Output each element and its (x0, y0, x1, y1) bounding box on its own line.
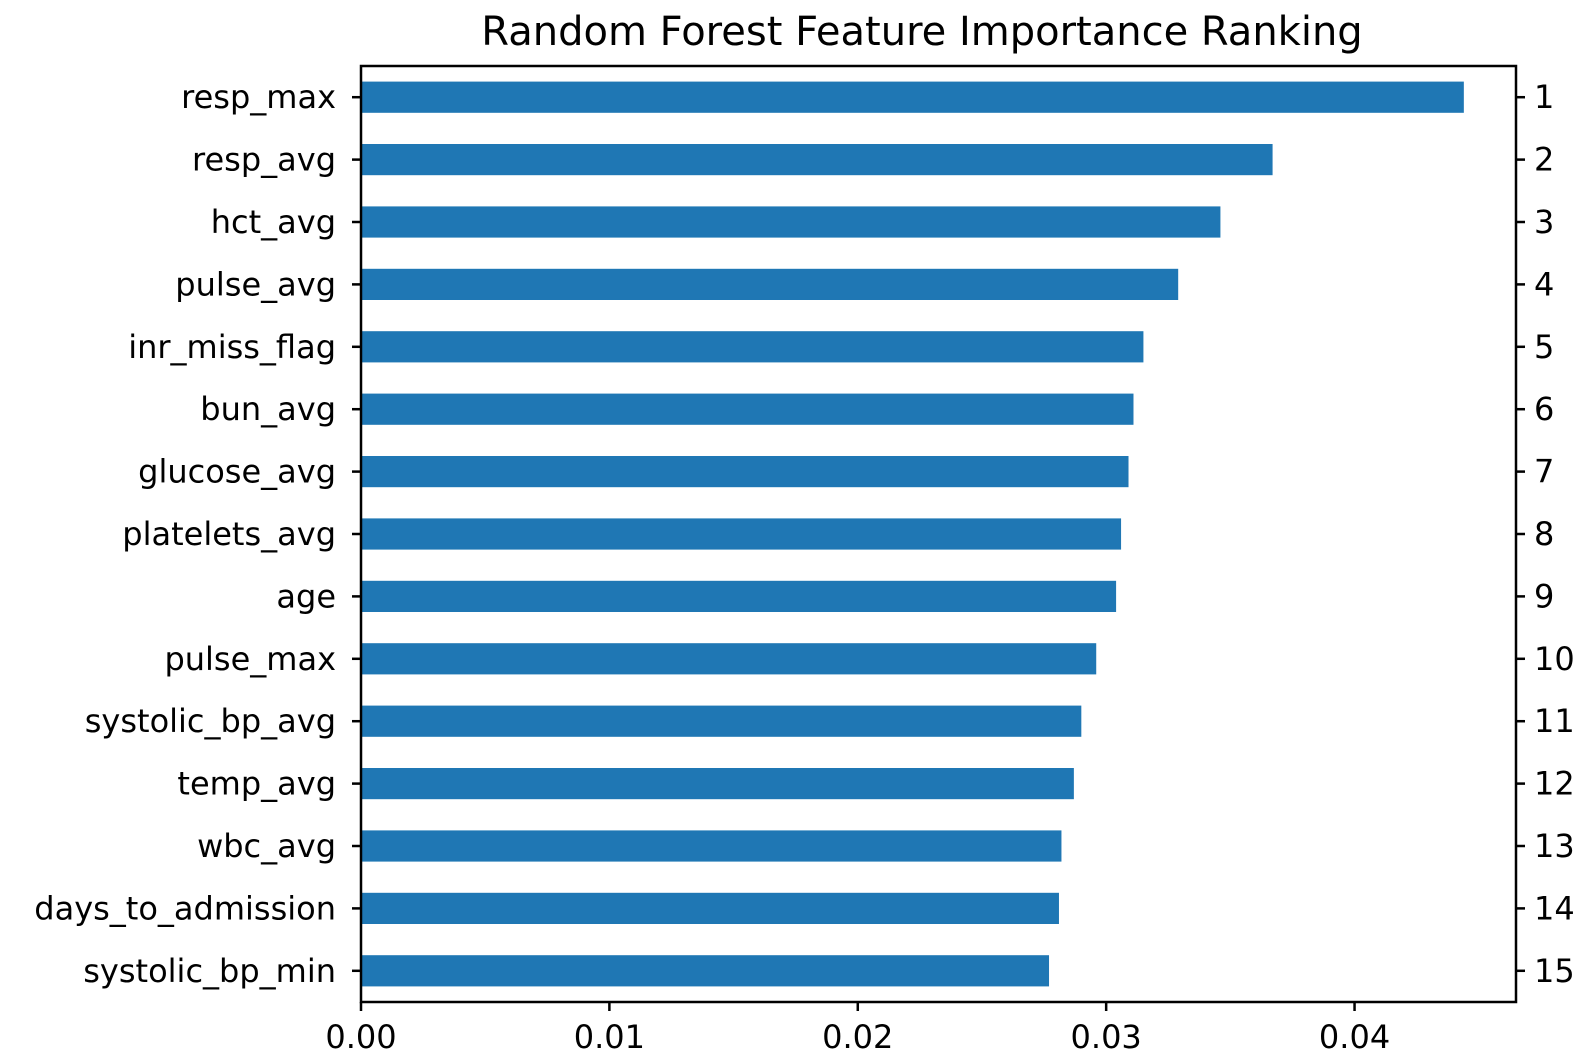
bar-resp_max (361, 81, 1464, 113)
bar-pulse_max (361, 643, 1097, 675)
y-tick-label: resp_max (181, 78, 336, 116)
rank-label: 10 (1534, 640, 1575, 678)
x-tick-label: 0.03 (1071, 1018, 1142, 1056)
y-tick-label: wbc_avg (197, 827, 336, 865)
y-tick-label: inr_miss_flag (128, 328, 336, 366)
y-tick-label: platelets_avg (122, 515, 336, 553)
y-tick-label: age (276, 577, 336, 615)
y-tick-label: pulse_avg (175, 265, 336, 303)
bar-glucose_avg (361, 456, 1129, 488)
y-tick-label: systolic_bp_min (83, 952, 336, 990)
rank-label: 15 (1534, 952, 1575, 990)
rank-label: 5 (1534, 328, 1554, 366)
rank-label: 7 (1534, 453, 1554, 491)
rank-label: 2 (1534, 141, 1554, 179)
y-tick-label: glucose_avg (138, 453, 336, 491)
rank-label: 6 (1534, 390, 1554, 428)
bar-resp_avg (361, 144, 1273, 176)
bar-pulse_avg (361, 268, 1179, 300)
x-tick-label: 0.00 (325, 1018, 396, 1056)
y-tick-label: pulse_max (164, 640, 336, 678)
bar-hct_avg (361, 206, 1221, 238)
bar-platelets_avg (361, 518, 1122, 550)
rank-label: 11 (1534, 702, 1575, 740)
y-tick-label: systolic_bp_avg (85, 702, 336, 740)
plot-frame (359, 64, 1518, 1004)
rank-label: 3 (1534, 203, 1554, 241)
bar-wbc_avg (361, 830, 1062, 862)
rank-label: 4 (1534, 265, 1554, 303)
rank-label: 9 (1534, 577, 1554, 615)
y-tick-label: bun_avg (200, 390, 336, 428)
y-tick-label: resp_avg (192, 141, 336, 179)
bars-group (361, 81, 1464, 987)
bar-age (361, 580, 1117, 612)
y-tick-label: temp_avg (177, 765, 336, 803)
y-tick-label: hct_avg (211, 203, 336, 241)
bar-bun_avg (361, 393, 1134, 425)
bar-inr_miss_flag (361, 331, 1144, 363)
rank-label: 14 (1534, 889, 1575, 927)
bar-systolic_bp_avg (361, 705, 1082, 737)
bar-temp_avg (361, 768, 1074, 800)
x-axis: 0.00 0.01 0.02 0.03 0.04 (325, 1002, 1390, 1056)
y-axis-left: resp_max resp_avg hct_avg pulse_avg inr_miss… (34, 78, 361, 990)
bar-systolic_bp_min (361, 955, 1050, 987)
rank-label: 12 (1534, 765, 1575, 803)
y-tick-label: days_to_admission (34, 889, 336, 927)
chart-title: Random Forest Feature Importance Ranking (481, 9, 1362, 55)
x-tick-label: 0.01 (574, 1018, 645, 1056)
x-tick-label: 0.04 (1319, 1018, 1390, 1056)
rank-label: 1 (1534, 78, 1554, 116)
x-tick-label: 0.02 (822, 1018, 893, 1056)
bar-days_to_admission (361, 892, 1059, 924)
rank-label: 8 (1534, 515, 1554, 553)
rank-label: 13 (1534, 827, 1575, 865)
